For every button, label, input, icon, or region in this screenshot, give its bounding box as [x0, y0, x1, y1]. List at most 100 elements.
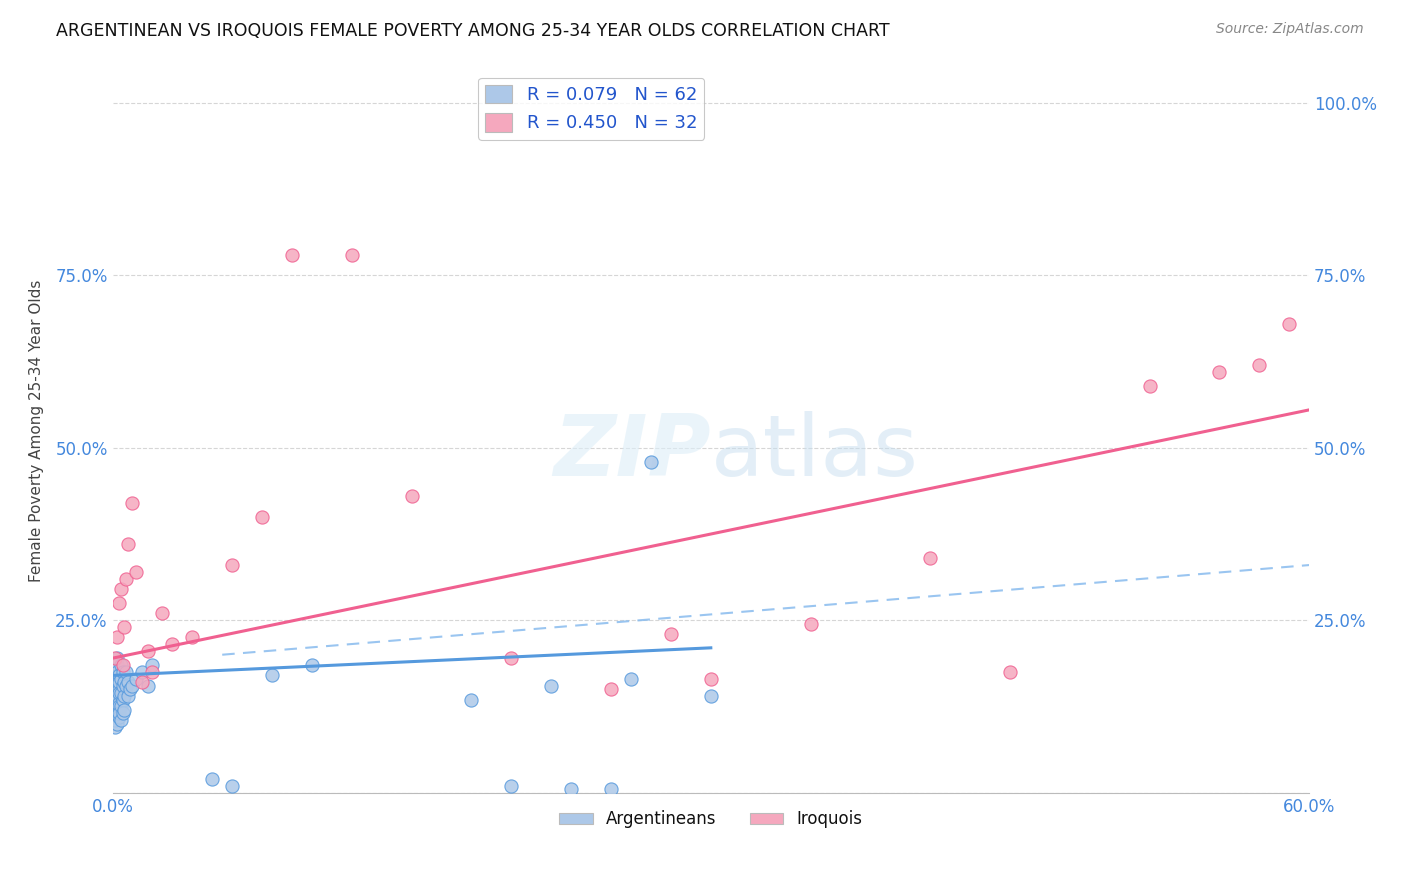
Point — [131, 675, 153, 690]
Y-axis label: Female Poverty Among 25-34 Year Olds: Female Poverty Among 25-34 Year Olds — [30, 279, 44, 582]
Point — [1139, 378, 1161, 392]
Point — [117, 689, 139, 703]
Text: ARGENTINEAN VS IROQUOIS FEMALE POVERTY AMONG 25-34 YEAR OLDS CORRELATION CHART: ARGENTINEAN VS IROQUOIS FEMALE POVERTY A… — [56, 22, 890, 40]
Point — [540, 679, 562, 693]
Point — [121, 679, 143, 693]
Point — [105, 692, 128, 706]
Point — [150, 607, 173, 621]
Point — [103, 668, 125, 682]
Point — [115, 572, 138, 586]
Point — [998, 665, 1021, 679]
Point — [138, 644, 160, 658]
Point — [138, 679, 160, 693]
Point — [111, 706, 134, 721]
Point — [114, 703, 136, 717]
Point — [162, 637, 184, 651]
Point — [600, 682, 623, 697]
Point — [501, 779, 523, 793]
Point — [920, 551, 942, 566]
Point — [600, 782, 623, 797]
Point — [105, 706, 128, 721]
Point — [105, 665, 128, 679]
Point — [460, 692, 482, 706]
Point — [659, 627, 682, 641]
Point — [110, 699, 132, 714]
Point — [107, 699, 129, 714]
Point — [120, 682, 142, 697]
Legend: Argentineans, Iroquois: Argentineans, Iroquois — [553, 804, 869, 835]
Point — [103, 706, 125, 721]
Point — [107, 696, 129, 710]
Point — [103, 675, 125, 690]
Point — [250, 509, 273, 524]
Point — [141, 665, 163, 679]
Point — [111, 658, 134, 673]
Point — [105, 672, 128, 686]
Point — [401, 489, 423, 503]
Point — [107, 706, 129, 721]
Point — [181, 631, 204, 645]
Point — [105, 658, 128, 673]
Point — [107, 596, 129, 610]
Point — [115, 679, 138, 693]
Point — [1278, 317, 1301, 331]
Point — [640, 455, 662, 469]
Point — [110, 713, 132, 727]
Point — [111, 692, 134, 706]
Point — [103, 696, 125, 710]
Point — [107, 682, 129, 697]
Point — [131, 665, 153, 679]
Point — [141, 658, 163, 673]
Point — [103, 679, 125, 693]
Point — [1208, 365, 1230, 379]
Point — [111, 679, 134, 693]
Point — [700, 689, 723, 703]
Point — [107, 710, 129, 724]
Point — [107, 686, 129, 700]
Point — [201, 772, 224, 786]
Point — [103, 699, 125, 714]
Point — [125, 672, 148, 686]
Point — [560, 782, 582, 797]
Text: Source: ZipAtlas.com: Source: ZipAtlas.com — [1216, 22, 1364, 37]
Point — [107, 675, 129, 690]
Point — [281, 248, 304, 262]
Point — [107, 668, 129, 682]
Point — [103, 651, 125, 665]
Point — [114, 620, 136, 634]
Point — [110, 658, 132, 673]
Point — [103, 713, 125, 727]
Point — [103, 686, 125, 700]
Point — [620, 672, 643, 686]
Point — [115, 665, 138, 679]
Point — [105, 703, 128, 717]
Point — [105, 679, 128, 693]
Point — [1249, 358, 1271, 372]
Point — [105, 651, 128, 665]
Point — [799, 616, 821, 631]
Point — [700, 672, 723, 686]
Point — [105, 689, 128, 703]
Point — [501, 651, 523, 665]
Point — [221, 779, 243, 793]
Point — [114, 675, 136, 690]
Point — [110, 582, 132, 597]
Point — [110, 686, 132, 700]
Text: ZIP: ZIP — [553, 411, 711, 494]
Point — [221, 558, 243, 572]
Point — [121, 496, 143, 510]
Point — [105, 716, 128, 731]
Point — [103, 692, 125, 706]
Point — [301, 658, 323, 673]
Point — [125, 565, 148, 579]
Point — [105, 631, 128, 645]
Point — [110, 672, 132, 686]
Point — [262, 668, 284, 682]
Point — [114, 689, 136, 703]
Point — [340, 248, 363, 262]
Point — [103, 720, 125, 734]
Point — [111, 665, 134, 679]
Point — [117, 537, 139, 551]
Text: atlas: atlas — [711, 411, 918, 494]
Point — [117, 675, 139, 690]
